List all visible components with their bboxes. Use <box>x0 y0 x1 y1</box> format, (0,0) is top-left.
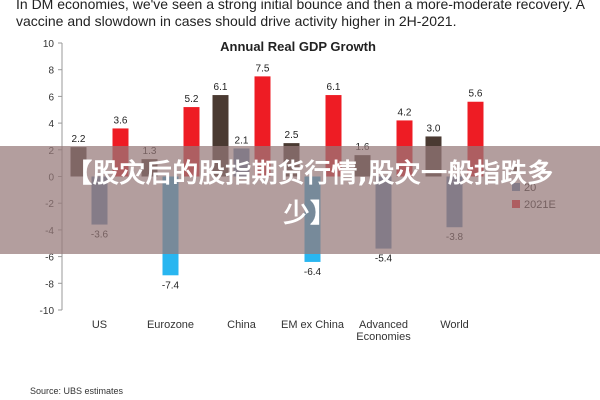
data-label: 3.6 <box>114 115 128 126</box>
x-tick-label: Eurozone <box>147 319 194 331</box>
y-tick-label: 8 <box>48 66 54 77</box>
data-label: 5.2 <box>185 94 199 105</box>
data-label: 6.1 <box>327 82 341 93</box>
y-tick-label: -8 <box>45 279 54 290</box>
overlay-banner: 【股灾后的股指期货行情,股灾一般指跌多少】 <box>0 146 600 254</box>
data-label: -7.4 <box>162 280 180 291</box>
y-tick-label: 10 <box>43 39 55 50</box>
x-tick-label: US <box>92 319 107 331</box>
x-tick-label: World <box>440 319 469 331</box>
data-label: -5.4 <box>375 254 393 265</box>
data-label: 2.5 <box>285 130 299 141</box>
x-tick-label: China <box>227 319 257 331</box>
y-tick-label: 6 <box>48 92 54 103</box>
data-label: 3.0 <box>427 123 441 134</box>
y-tick-label: -10 <box>40 306 55 317</box>
data-label: 2.2 <box>72 134 86 145</box>
x-tick-label: Economies <box>356 331 411 343</box>
data-label: 2.1 <box>235 135 249 146</box>
data-label: 6.1 <box>214 82 228 93</box>
data-label: 4.2 <box>398 107 412 118</box>
data-label: 5.6 <box>469 89 483 100</box>
data-label: -6.4 <box>304 267 322 278</box>
intro-text: In DM economies, we've seen a strong ini… <box>16 0 585 29</box>
overlay-title: 【股灾后的股指期货行情,股灾一般指跌多少】 <box>66 159 554 229</box>
x-tick-label: EM ex China <box>281 319 345 331</box>
data-label: 7.5 <box>256 63 270 74</box>
y-tick-label: 4 <box>48 119 54 130</box>
y-tick-label: -6 <box>45 253 54 264</box>
x-tick-label: Advanced <box>359 319 408 331</box>
x-axis-labels: US Eurozone China EM ex China AdvancedEconom… <box>92 319 469 343</box>
source-note: Source: UBS estimates <box>30 386 124 396</box>
chart-title: Annual Real GDP Growth <box>220 39 376 54</box>
